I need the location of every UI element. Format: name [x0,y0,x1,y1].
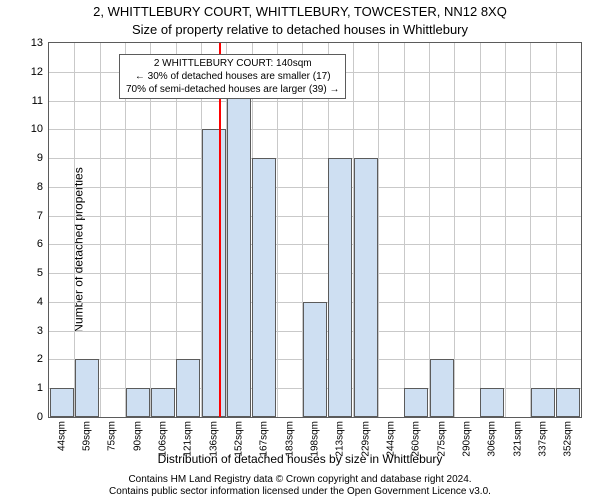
bar [75,359,99,417]
y-tick-label: 0 [37,411,43,423]
y-tick-label: 6 [37,238,43,250]
gridline-h [49,244,581,245]
bar [404,388,428,417]
gridline-h [49,187,581,188]
bar [227,72,251,417]
bar [354,158,378,417]
bar [480,388,504,417]
y-tick-label: 12 [31,66,43,78]
bar [252,158,276,417]
y-tick-label: 10 [31,123,43,135]
bar [430,359,454,417]
y-tick-label: 11 [32,95,43,107]
y-tick-label: 7 [37,210,43,222]
y-tick-label: 4 [37,296,43,308]
gridline-v [505,43,506,417]
x-axis-label: Distribution of detached houses by size … [0,452,600,466]
gridline-v [378,43,379,417]
footer-line-1: Contains HM Land Registry data © Crown c… [128,474,471,485]
y-tick-label: 8 [37,181,43,193]
chart-container: 2, WHITTLEBURY COURT, WHITTLEBURY, TOWCE… [0,0,600,500]
bar [176,359,200,417]
y-tick-label: 5 [37,267,43,279]
bar [151,388,175,417]
annotation-line-2: ← 30% of detached houses are smaller (17… [126,70,339,83]
x-tick-label: 75sqm [107,421,118,451]
y-tick-label: 3 [37,325,43,337]
y-tick-label: 9 [37,152,43,164]
gridline-v [100,43,101,417]
title-line-1: 2, WHITTLEBURY COURT, WHITTLEBURY, TOWCE… [0,4,600,19]
bar [50,388,74,417]
gridline-v [277,43,278,417]
annotation-line-1: 2 WHITTLEBURY COURT: 140sqm [126,57,339,70]
bar [531,388,555,417]
y-tick-label: 1 [37,382,43,394]
gridline-h [49,158,581,159]
bar [556,388,580,417]
x-tick-label: 90sqm [132,421,143,451]
gridline-h [49,273,581,274]
bar [202,129,226,417]
gridline-v [150,43,151,417]
y-tick-label: 13 [31,37,43,49]
title-line-2: Size of property relative to detached ho… [0,22,600,37]
highlight-marker [219,43,221,417]
gridline-v [404,43,405,417]
gridline-v [530,43,531,417]
gridline-v [454,43,455,417]
footer-line-2: Contains public sector information licen… [109,486,491,497]
gridline-v [480,43,481,417]
bar [303,302,327,417]
bar [328,158,352,417]
gridline-v [556,43,557,417]
bar [126,388,150,417]
gridline-h [49,101,581,102]
gridline-h [49,129,581,130]
annotation-line-3: 70% of semi-detached houses are larger (… [126,83,339,96]
x-tick-label: 44sqm [56,421,67,451]
x-tick-label: 59sqm [82,421,93,451]
footer-text: Contains HM Land Registry data © Crown c… [0,474,600,498]
annotation-box: 2 WHITTLEBURY COURT: 140sqm ← 30% of det… [119,54,346,99]
gridline-h [49,216,581,217]
y-tick-label: 2 [37,353,43,365]
plot-area: 01234567891011121344sqm59sqm75sqm90sqm10… [48,42,582,418]
gridline-v [125,43,126,417]
